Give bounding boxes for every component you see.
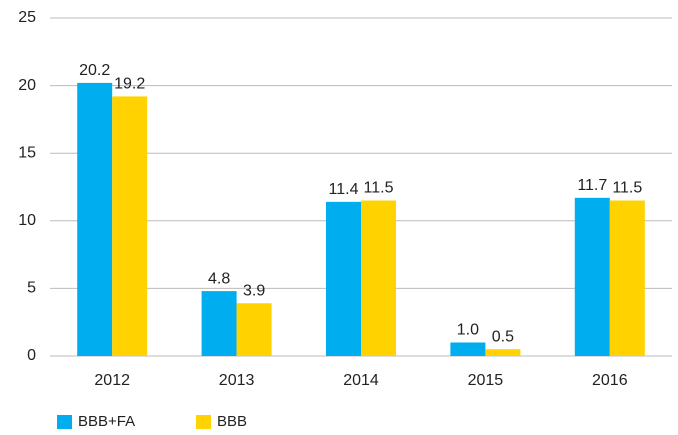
bar	[361, 200, 396, 356]
x-tick-label: 2013	[219, 372, 255, 389]
data-label: 20.2	[79, 62, 110, 79]
bar	[574, 197, 610, 356]
data-label: 11.7	[577, 177, 607, 194]
y-tick-label: 5	[27, 280, 36, 297]
y-tick-label: 25	[18, 9, 36, 26]
x-tick-label: 2012	[94, 372, 130, 389]
x-tick-label: 2014	[343, 372, 379, 389]
legend-swatch	[57, 415, 72, 429]
x-tick-label: 2015	[468, 372, 504, 389]
bar	[450, 342, 486, 356]
data-label: 11.4	[329, 181, 359, 198]
data-label: 0.5	[492, 328, 514, 345]
y-tick-label: 15	[18, 144, 36, 161]
bar	[77, 82, 113, 357]
data-label: 19.2	[114, 76, 145, 93]
x-tick-label: 2016	[592, 372, 628, 389]
bar	[112, 96, 148, 356]
legend-label: BBB	[217, 413, 247, 430]
bar	[485, 349, 521, 356]
legend-swatch	[196, 415, 211, 429]
data-label: 11.5	[612, 180, 642, 197]
data-label: 3.9	[243, 282, 265, 299]
bar	[326, 201, 361, 356]
y-tick-label: 10	[18, 212, 36, 229]
data-label: 1.0	[457, 322, 479, 339]
data-label: 11.5	[364, 180, 394, 197]
legend-label: BBB+FA	[78, 413, 135, 430]
y-tick-label: 20	[18, 77, 36, 94]
bar	[609, 200, 645, 356]
bar	[236, 303, 272, 356]
y-tick-label: 0	[27, 347, 36, 364]
data-label: 4.8	[208, 270, 230, 287]
bar	[201, 291, 237, 356]
